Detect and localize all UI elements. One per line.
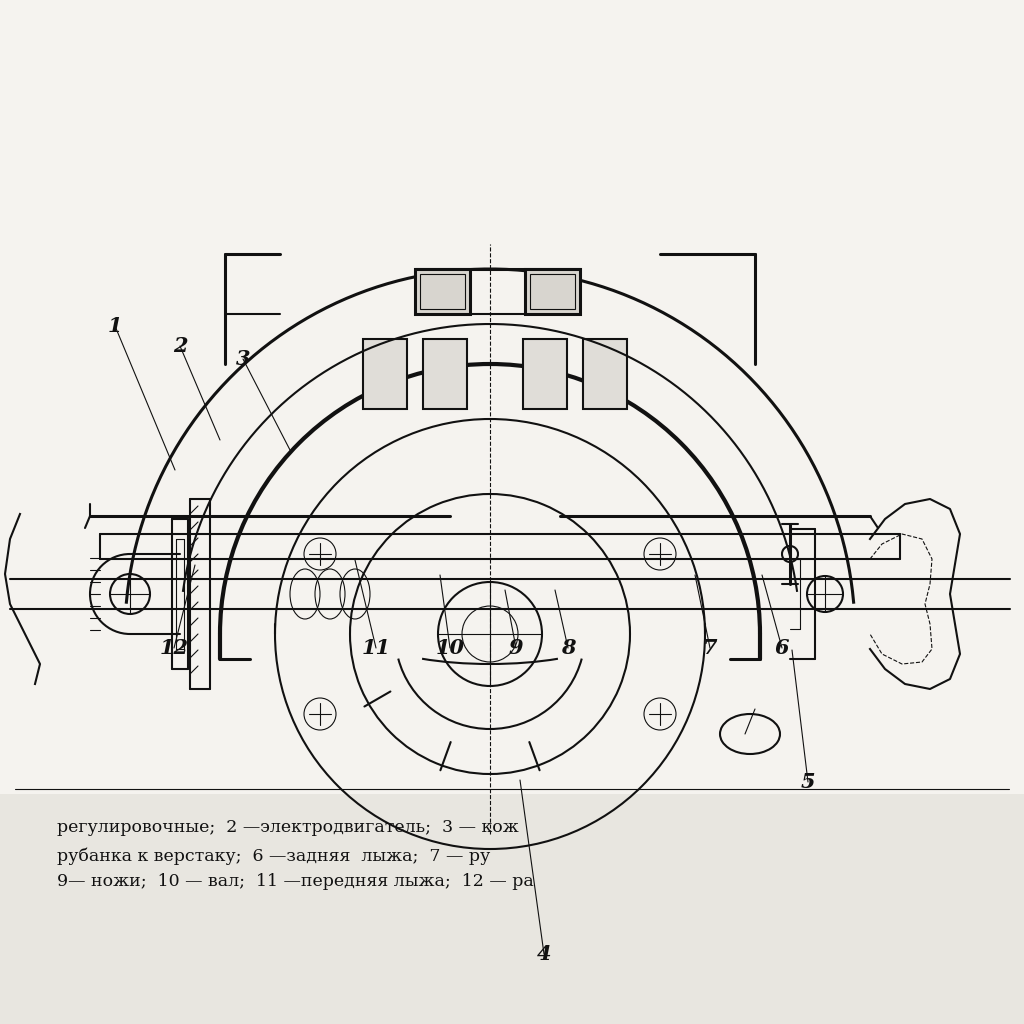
Text: 12: 12	[160, 638, 188, 658]
Text: 5: 5	[801, 772, 815, 792]
Bar	[420, 274, 465, 309]
Text: 3: 3	[236, 349, 250, 369]
Text: 9: 9	[509, 638, 523, 658]
Text: 7: 7	[702, 638, 717, 658]
Bar	[423, 339, 467, 409]
Text: 9— ножи;  10 — вал;  11 —передняя лыжа;  12 — ра: 9— ножи; 10 — вал; 11 —передняя лыжа; 12…	[57, 873, 534, 891]
Bar	[362, 339, 407, 409]
Text: 11: 11	[361, 638, 390, 658]
Text: 6: 6	[775, 638, 790, 658]
Bar	[530, 274, 575, 309]
Text: 8: 8	[561, 638, 575, 658]
Bar	[583, 339, 627, 409]
Text: 2: 2	[173, 336, 187, 356]
Text: регулировочные;  2 —электродвигатель;  3 — кож: регулировочные; 2 —электродвигатель; 3 —…	[57, 819, 519, 837]
Bar	[523, 339, 567, 409]
Bar	[525, 269, 580, 314]
Bar	[0, 0, 1024, 794]
Text: 10: 10	[435, 638, 465, 658]
Text: 4: 4	[537, 944, 551, 964]
Bar	[415, 269, 470, 314]
Text: 1: 1	[108, 316, 122, 336]
Text: рубанка к верстаку;  6 —задняя  лыжа;  7 — ру: рубанка к верстаку; 6 —задняя лыжа; 7 — …	[57, 847, 490, 864]
